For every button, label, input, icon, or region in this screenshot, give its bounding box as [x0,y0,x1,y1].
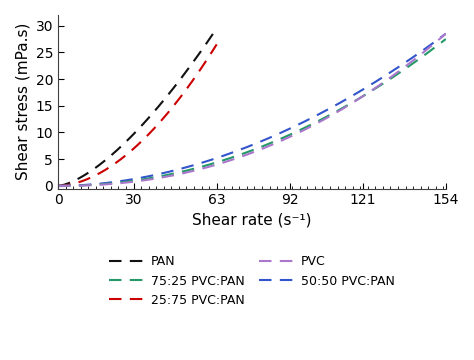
PAN [170,87,175,91]
Legend: PAN, 75:25 PVC:PAN, 25:75 PVC:PAN, PVC, 50:50 PVC:PAN: PAN, 75:25 PVC:PAN, 25:75 PVC:PAN, PVC, … [104,250,400,312]
75:25 PVC:PAN [443,37,449,41]
PAN [118,144,124,149]
75:25 PVC:PAN [55,184,61,188]
75:25 PVC:PAN [102,182,108,186]
50:50 PVC:PAN [299,121,305,125]
PVC [299,129,305,133]
75:25 PVC:PAN [209,162,214,166]
50:50 PVC:PAN [335,102,341,106]
Line: PVC: PVC [58,34,446,186]
PAN [155,105,161,109]
75:25 PVC:PAN [335,108,341,113]
PAN [107,154,112,159]
Line: 25:75 PVC:PAN: 25:75 PVC:PAN [58,44,217,186]
Y-axis label: Shear stress (mPa.s): Shear stress (mPa.s) [15,23,30,180]
PVC [209,164,214,168]
25:75 PVC:PAN [74,181,80,185]
PAN [214,26,219,31]
PVC [55,184,61,188]
25:75 PVC:PAN [118,157,124,161]
PVC [335,109,341,114]
25:75 PVC:PAN [155,122,161,127]
25:75 PVC:PAN [55,184,61,188]
75:25 PVC:PAN [182,169,187,173]
X-axis label: Shear rate (s⁻¹): Shear rate (s⁻¹) [192,213,312,228]
25:75 PVC:PAN [171,104,176,108]
Line: 75:25 PVC:PAN: 75:25 PVC:PAN [58,39,446,186]
25:75 PVC:PAN [170,105,175,109]
50:50 PVC:PAN [55,184,61,188]
50:50 PVC:PAN [337,101,343,105]
25:75 PVC:PAN [107,165,112,169]
PVC [443,32,449,36]
50:50 PVC:PAN [209,158,214,162]
PAN [171,86,176,90]
PAN [74,177,80,181]
50:50 PVC:PAN [102,181,108,185]
50:50 PVC:PAN [443,32,449,36]
PVC [337,108,343,113]
75:25 PVC:PAN [337,107,343,112]
25:75 PVC:PAN [214,42,219,46]
Line: 50:50 PVC:PAN: 50:50 PVC:PAN [58,34,446,186]
75:25 PVC:PAN [299,127,305,131]
PAN [55,184,61,188]
Line: PAN: PAN [58,28,217,186]
PVC [102,182,108,186]
PVC [182,171,187,175]
50:50 PVC:PAN [182,166,187,170]
